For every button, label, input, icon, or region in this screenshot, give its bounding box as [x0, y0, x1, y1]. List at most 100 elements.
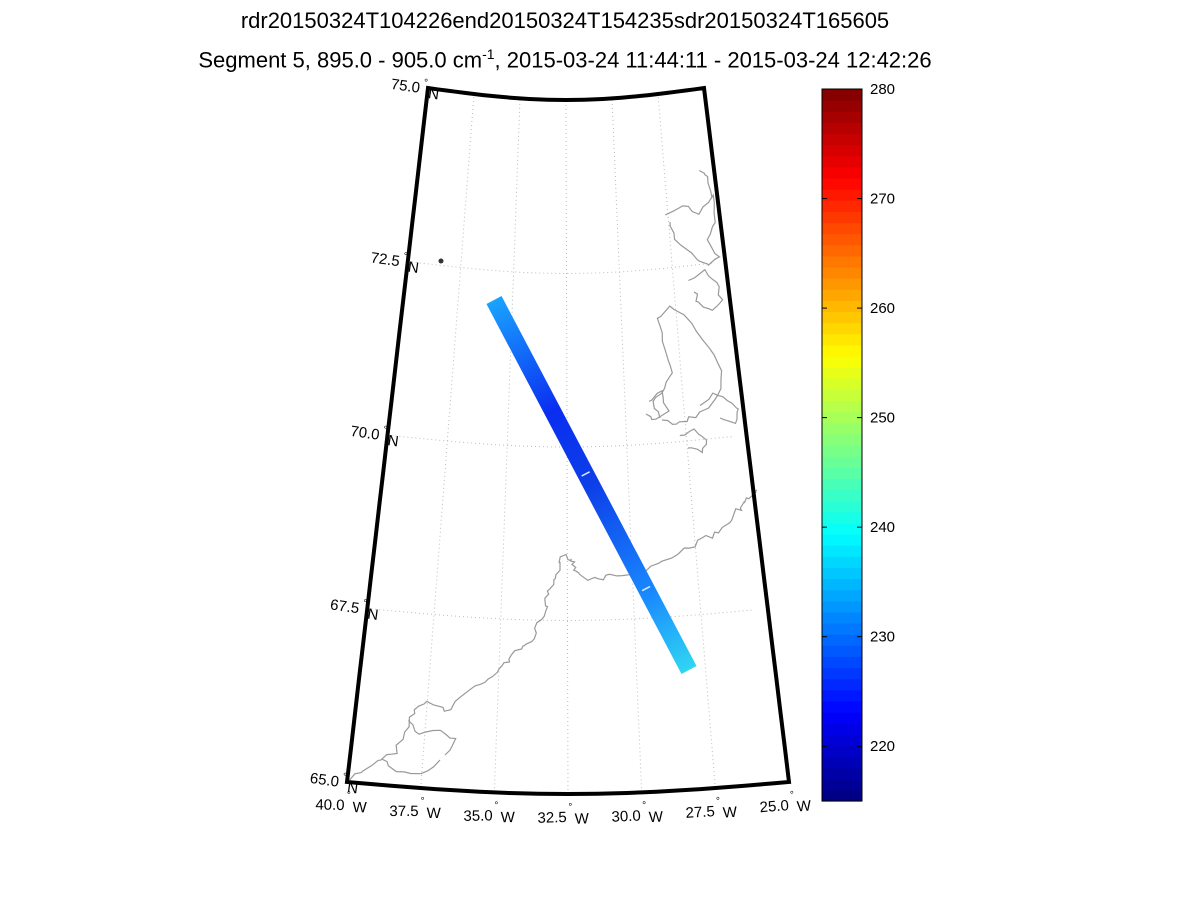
colorbar-band	[822, 222, 862, 235]
colorbar-band	[822, 789, 862, 802]
colorbar-band	[822, 400, 862, 413]
hemisphere-label: W	[501, 809, 516, 826]
latitude-labels: 75.0 °N72.5 °N70.0 °N67.5 °N65.0 °N	[309, 76, 440, 798]
colorbar-band	[822, 511, 862, 524]
colorbar-band	[822, 122, 862, 135]
greenland-coastline	[349, 169, 758, 781]
colorbar-band	[822, 389, 862, 402]
colorbar-border	[821, 88, 863, 802]
colorbar-band	[822, 500, 862, 513]
coastline-segment	[652, 305, 723, 426]
coastline-segment	[349, 489, 758, 781]
colorbar-band	[822, 411, 862, 424]
colorbar: 220 230 240 250 260 270 280	[821, 81, 895, 802]
map-frame	[344, 85, 792, 797]
hemisphere-label: N	[407, 259, 420, 277]
coastline-segment	[665, 193, 721, 266]
colorbar-band	[822, 178, 862, 190]
colorbar-tick-label: 240	[870, 519, 895, 536]
colorbar-band	[822, 700, 862, 713]
degree-symbol: °	[342, 771, 347, 782]
degree-symbol: °	[421, 796, 425, 807]
colorbar-band	[822, 645, 862, 657]
degree-symbol: °	[423, 77, 428, 88]
coastline-segment	[679, 428, 708, 454]
colorbar-band	[822, 600, 862, 613]
colorbar-band	[822, 545, 862, 557]
colorbar-color-bands	[822, 89, 862, 802]
title-line2-suffix: , 2015-03-24 11:44:11 - 2015-03-24 12:42…	[494, 47, 932, 73]
colorbar-tick-label: 280	[870, 81, 895, 98]
longitude-label: 40.0	[315, 796, 344, 814]
swath-scanline-gap	[581, 471, 590, 477]
title-line2-prefix: Segment 5, 895.0 - 905.0 cm	[198, 47, 483, 73]
coastline-segment	[381, 758, 441, 775]
meridian-line	[420, 93, 475, 789]
longitude-labels: 40.0°W 37.5°W 35.0°W 32.5°W 30.0°W 27.5°W 25.0…	[315, 790, 812, 828]
colorbar-band	[822, 767, 862, 780]
colorbar-band	[822, 578, 862, 591]
coastline-segment	[699, 169, 713, 199]
colorbar-ticks: 220 230 240 250 260 270 280	[822, 81, 895, 755]
latitude-label: 75.0	[390, 76, 421, 97]
colorbar-band	[822, 344, 862, 357]
colorbar-band	[822, 656, 862, 669]
colorbar-band	[822, 567, 862, 580]
colorbar-band	[822, 478, 862, 491]
colorbar-band	[822, 155, 862, 168]
colorbar-band	[822, 712, 862, 724]
degree-symbol: °	[716, 796, 721, 807]
longitude-label: 32.5	[537, 809, 567, 827]
colorbar-band	[822, 356, 862, 368]
colorbar-band	[822, 489, 862, 502]
colorbar-tick-label: 250	[870, 410, 895, 427]
degree-symbol: °	[403, 251, 408, 262]
colorbar-band	[822, 111, 862, 123]
colorbar-band	[822, 189, 862, 201]
title-line2-exponent: -1	[482, 46, 495, 62]
colorbar-band	[822, 322, 862, 335]
swath-scanline-gap	[641, 585, 651, 592]
longitude-label: 37.5	[389, 803, 418, 820]
parallel-line	[407, 261, 715, 275]
colorbar-band	[822, 778, 862, 791]
hemisphere-label: W	[352, 799, 367, 816]
colorbar-band	[822, 634, 862, 646]
colorbar-band	[822, 611, 862, 624]
plot-title-line1: rdr20150324T104226end20150324T154235sdr2…	[240, 8, 890, 33]
colorbar-band	[822, 278, 862, 290]
colorbar-band	[822, 255, 862, 268]
parallel-line	[367, 608, 755, 622]
colorbar-band	[822, 689, 862, 702]
colorbar-band	[822, 745, 862, 758]
coastline-segment	[688, 268, 724, 312]
colorbar-band	[822, 244, 862, 257]
hemisphere-label: W	[575, 810, 590, 827]
colorbar-band	[822, 233, 862, 246]
colorbar-band	[822, 89, 862, 101]
colorbar-band	[822, 289, 862, 301]
colorbar-band	[822, 100, 862, 112]
longitude-label: 30.0	[611, 807, 641, 825]
meridian-line	[657, 93, 716, 789]
colorbar-band	[822, 467, 862, 479]
hemisphere-label: W	[427, 805, 442, 822]
colorbar-band	[822, 422, 862, 435]
colorbar-band	[822, 723, 862, 735]
coastline-segment	[699, 392, 739, 425]
colorbar-band	[822, 556, 862, 568]
coastline-segment	[645, 389, 670, 421]
hemisphere-label: W	[722, 804, 738, 822]
latitude-label: 67.5	[329, 596, 360, 617]
island-marker	[438, 258, 444, 264]
longitude-label: 25.0	[759, 797, 789, 816]
plot-title-line2: Segment 5, 895.0 - 905.0 cm-1, 2015-03-2…	[0, 46, 1130, 73]
colorbar-band	[822, 522, 862, 535]
colorbar-band	[822, 367, 862, 379]
colorbar-band	[822, 166, 862, 179]
degree-symbol: °	[568, 802, 572, 813]
swath-strip	[486, 296, 697, 674]
colorbar-band	[822, 378, 862, 390]
degree-symbol: °	[382, 424, 387, 435]
latitude-label: 70.0	[349, 423, 380, 444]
